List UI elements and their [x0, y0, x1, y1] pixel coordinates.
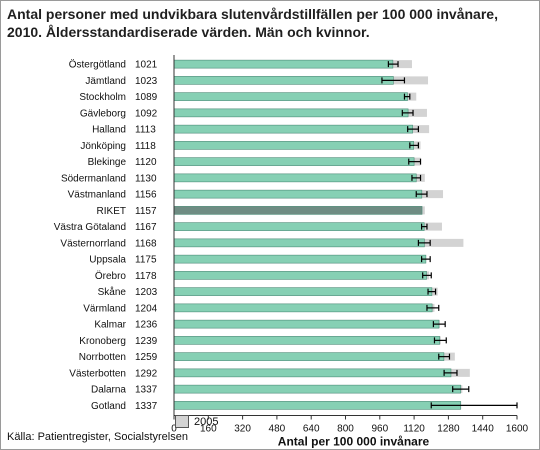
bar-2010	[173, 59, 394, 69]
region-label: Gotland	[91, 401, 126, 412]
value-label: 1259	[135, 352, 158, 363]
region-label: Värmland	[83, 303, 126, 314]
value-label: 1118	[135, 141, 156, 152]
bar-2010	[173, 222, 425, 231]
value-label: 1204	[135, 303, 158, 314]
value-label: 1175	[135, 255, 157, 266]
bar-2010	[173, 141, 414, 150]
x-tick-label: 320	[234, 424, 251, 435]
value-label: 1092	[135, 108, 158, 119]
region-label: Östergötland	[69, 59, 126, 71]
value-label: 1337	[135, 385, 158, 396]
bar-2010	[173, 92, 408, 101]
region-label: Jönköping	[80, 141, 126, 152]
bar-2010	[173, 189, 423, 199]
x-tick-label: 0	[171, 424, 177, 435]
bar-2010	[173, 206, 423, 215]
value-label: 1292	[135, 368, 158, 379]
value-label: 1120	[135, 157, 157, 168]
chart-title: Antal personer med undvikbara slutenvård…	[7, 6, 498, 40]
region-label: Skåne	[98, 286, 127, 298]
value-label: 1236	[135, 320, 158, 331]
region-label: Kalmar	[94, 320, 126, 331]
region-label: Västerbotten	[69, 368, 126, 379]
bar-2010	[173, 303, 433, 313]
value-label: 1203	[135, 287, 158, 298]
region-label: Örebro	[95, 270, 127, 282]
bar-2010	[173, 336, 440, 345]
region-label: Jämtland	[85, 76, 126, 87]
x-tick-label: 640	[303, 424, 320, 435]
region-label: Stockholm	[79, 92, 126, 103]
region-label: Kronoberg	[79, 336, 126, 347]
region-label: Västernorrland	[60, 238, 126, 249]
value-label: 1337	[135, 401, 158, 412]
legend-label: 2005	[194, 415, 219, 428]
x-tick-label: 1120	[403, 424, 425, 435]
x-tick-label: 1600	[506, 424, 529, 435]
region-label: Halland	[92, 125, 126, 136]
bar-2010	[173, 76, 394, 85]
value-label: 1113	[135, 125, 156, 136]
bar-2010	[173, 124, 413, 134]
value-label: 1130	[135, 173, 157, 184]
x-axis-title: Antal per 100 000 invånare	[278, 435, 430, 449]
bar-2010	[173, 271, 427, 280]
value-label: 1178	[135, 271, 157, 282]
value-label: 1089	[135, 92, 158, 103]
x-tick-label: 1280	[437, 424, 460, 435]
bar-2010	[173, 287, 433, 296]
bar-2010	[173, 173, 417, 183]
bar-2010	[173, 157, 415, 166]
region-label: Västmanland	[68, 190, 126, 201]
bar-2010	[173, 319, 440, 329]
region-label: Dalarna	[91, 385, 126, 396]
value-label: 1156	[135, 190, 157, 201]
bar-2010	[173, 401, 461, 410]
x-tick-label: 960	[371, 424, 388, 435]
bar-2010	[173, 238, 425, 248]
x-tick-label: 800	[337, 424, 354, 435]
region-label: Uppsala	[89, 255, 126, 266]
legend-swatch-2005	[175, 415, 189, 428]
value-label: 1167	[135, 222, 157, 233]
region-label: Gävleborg	[80, 108, 126, 119]
region-label: RIKET	[97, 206, 126, 217]
value-label: 1023	[135, 76, 158, 87]
bar-2010	[173, 384, 461, 394]
bar-2010	[173, 254, 427, 264]
bar-2010	[173, 108, 409, 118]
region-label: Södermanland	[61, 173, 126, 184]
value-label: 1168	[135, 238, 157, 249]
bar-2010	[173, 368, 452, 378]
x-tick-label: 480	[269, 424, 286, 435]
x-tick-label: 160	[200, 424, 217, 435]
value-label: 1239	[135, 336, 158, 347]
region-label: Blekinge	[88, 157, 127, 168]
source-note: Källa: Patientregister, Socialstyrelsen	[7, 431, 188, 443]
region-label: Västra Götaland	[54, 222, 126, 233]
x-tick-label: 1440	[472, 424, 495, 435]
bar-2010	[173, 352, 445, 361]
region-label: Norrbotten	[79, 352, 126, 363]
value-label: 1157	[135, 206, 157, 217]
value-label: 1021	[135, 60, 158, 71]
legend: 2005	[175, 415, 218, 428]
